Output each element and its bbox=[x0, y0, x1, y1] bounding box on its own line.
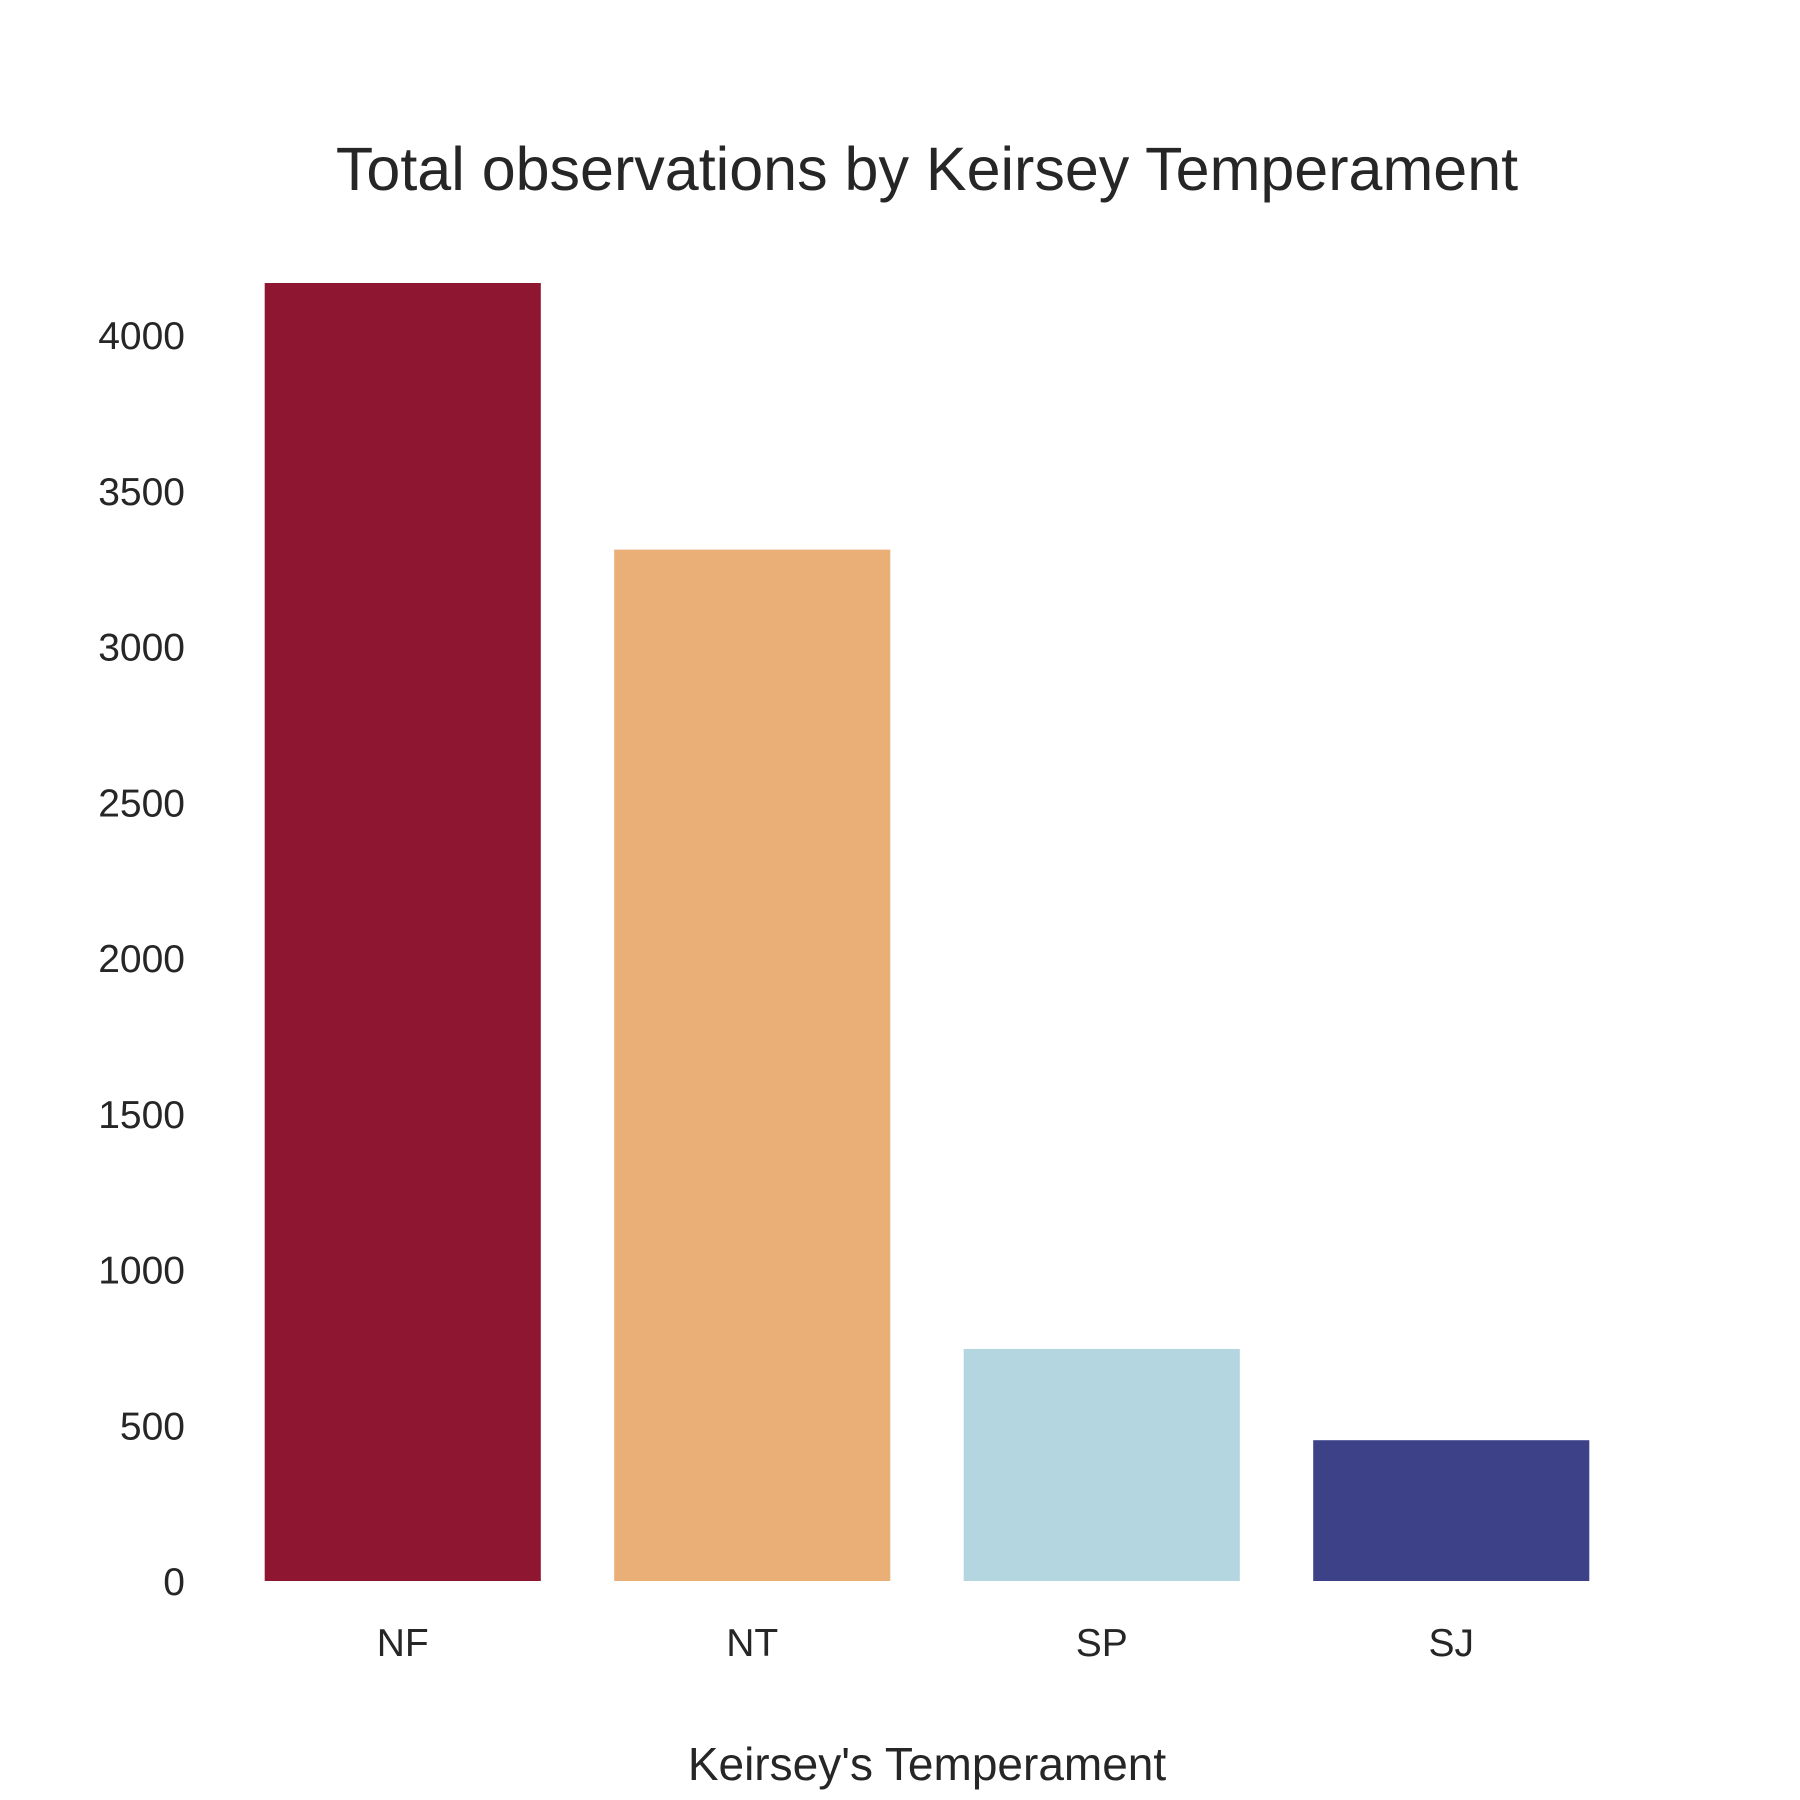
bars-group bbox=[264, 283, 1590, 1581]
bar-sj bbox=[1313, 1440, 1590, 1581]
y-tick-label: 1500 bbox=[98, 1094, 185, 1137]
bar-sp bbox=[963, 1348, 1240, 1581]
y-tick-label: 3000 bbox=[98, 627, 185, 670]
bar-nf bbox=[264, 283, 541, 1581]
bar-nt bbox=[614, 549, 891, 1581]
x-tick-label: NF bbox=[377, 1622, 429, 1665]
y-tick-label: 0 bbox=[163, 1561, 185, 1604]
y-tick-label: 2000 bbox=[98, 938, 185, 981]
y-tick-label: 1000 bbox=[98, 1250, 185, 1293]
y-axis-ticks: 0 500 1000 1500 2000 2500 3000 3500 4000 bbox=[98, 315, 185, 1604]
y-tick-label: 4000 bbox=[98, 315, 185, 358]
chart-title: Total observations by Keirsey Temperamen… bbox=[336, 135, 1518, 203]
x-axis-ticks: NF NT SP SJ bbox=[377, 1622, 1474, 1665]
x-tick-label: SP bbox=[1076, 1622, 1128, 1665]
x-tick-label: NT bbox=[726, 1622, 778, 1665]
y-tick-label: 500 bbox=[120, 1405, 185, 1448]
y-tick-label: 3500 bbox=[98, 471, 185, 514]
x-tick-label: SJ bbox=[1428, 1622, 1474, 1665]
y-tick-label: 2500 bbox=[98, 782, 185, 825]
x-axis-label: Keirsey's Temperament bbox=[688, 1738, 1167, 1790]
